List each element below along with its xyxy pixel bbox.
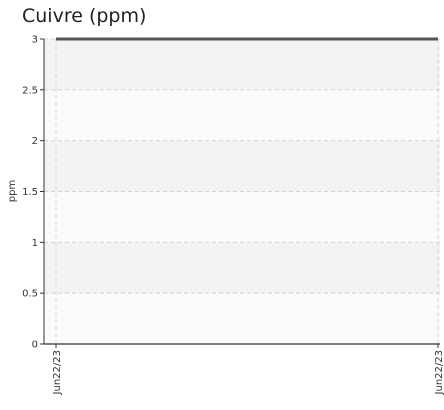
plot-band [44, 39, 440, 90]
y-tick-label: 1 [32, 238, 38, 249]
y-axis-label: ppm [7, 180, 18, 202]
y-tick-label: 1.5 [22, 187, 38, 198]
plot-bands [44, 39, 440, 344]
plot-band [44, 191, 440, 243]
plot-band [44, 242, 440, 294]
y-tick-label: 2.5 [22, 85, 38, 96]
y-axis: 0 0.5 1 1.5 2 2.5 3 [22, 35, 45, 351]
plot-band [44, 89, 440, 141]
x-tick-label: Jun22/23 [52, 350, 63, 395]
plot-band [44, 140, 440, 192]
chart-title: Cuivre (ppm) [22, 5, 147, 27]
y-tick-label: 3 [32, 35, 38, 46]
x-axis: Jun22/23 Jun22/23 [44, 343, 444, 395]
x-tick-label: Jun22/23 [434, 350, 444, 395]
y-tick-label: 0.5 [22, 289, 38, 300]
y-tick-label: 0 [32, 340, 38, 351]
plot-band [44, 293, 440, 344]
y-tick-label: 2 [32, 136, 38, 147]
